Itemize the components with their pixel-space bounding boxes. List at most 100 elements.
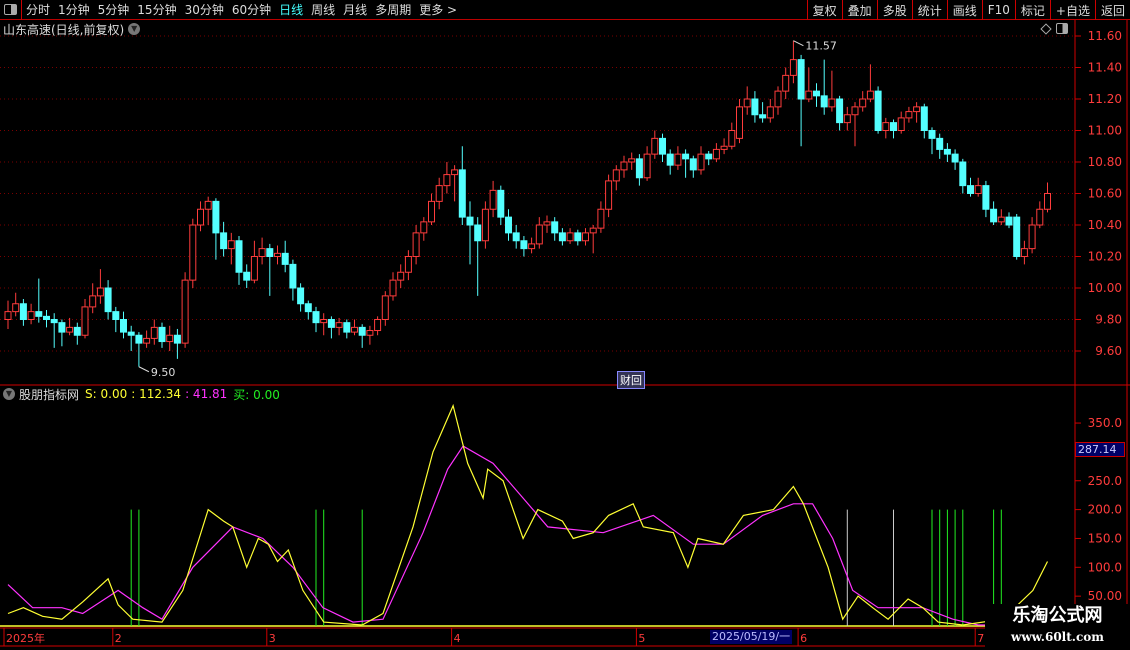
price-tick-label: 10.60 xyxy=(1088,187,1122,201)
period-tab[interactable]: 多周期 xyxy=(375,3,412,17)
candle xyxy=(558,228,566,246)
candle-body xyxy=(235,240,243,273)
panel-toggle-icon[interactable] xyxy=(1056,23,1068,34)
price-tick-label: 10.80 xyxy=(1088,155,1122,169)
candle-body xyxy=(512,232,520,242)
period-tab[interactable]: 分时 xyxy=(26,3,51,17)
candle-body xyxy=(4,311,12,320)
tool-button[interactable]: 标记 xyxy=(1014,0,1050,20)
candle xyxy=(150,319,158,345)
candle xyxy=(389,272,397,301)
candle xyxy=(258,237,266,265)
candle-body xyxy=(50,319,58,324)
candle xyxy=(181,272,189,348)
candle xyxy=(782,67,790,99)
candle xyxy=(866,64,874,103)
period-tab[interactable]: 5分钟 xyxy=(97,3,130,17)
candle-body xyxy=(474,224,482,242)
tool-buttons: 复权 叠加 多股 统计 画线 F10 标记 +自选 返回 xyxy=(806,0,1130,20)
candle xyxy=(458,146,466,225)
candle-body xyxy=(897,117,905,132)
candle-body xyxy=(489,189,497,210)
candle-body xyxy=(58,322,66,333)
candle-body xyxy=(820,95,828,108)
period-tab[interactable]: 月线 xyxy=(343,3,368,17)
tool-button[interactable]: 复权 xyxy=(806,0,842,20)
candle-body xyxy=(250,256,258,281)
cursor-value-label: 287.14 xyxy=(1075,442,1125,457)
diamond-icon[interactable] xyxy=(1040,22,1052,35)
candle-body xyxy=(1036,208,1044,226)
candle-body xyxy=(851,106,859,116)
tool-button[interactable]: F10 xyxy=(981,0,1015,20)
candle-body xyxy=(682,153,690,160)
period-tab[interactable]: 更多 > xyxy=(419,3,458,17)
candle xyxy=(335,317,343,336)
candle xyxy=(320,313,328,336)
candle-body xyxy=(73,326,81,336)
candle xyxy=(351,319,358,336)
tool-button[interactable]: 返回 xyxy=(1094,0,1130,20)
period-tab[interactable]: 日线 xyxy=(279,3,304,17)
candle xyxy=(643,146,651,181)
layout-toggle-button[interactable] xyxy=(0,0,22,20)
candle xyxy=(143,330,151,348)
candle xyxy=(666,149,674,175)
candle xyxy=(836,95,844,131)
candle xyxy=(189,218,197,288)
tool-button[interactable]: 画线 xyxy=(946,0,982,20)
tool-button[interactable]: 统计 xyxy=(911,0,947,20)
period-tab[interactable]: 1分钟 xyxy=(58,3,90,17)
candle-body xyxy=(1044,193,1051,210)
candle xyxy=(343,319,351,339)
candle xyxy=(751,91,759,123)
candle xyxy=(466,201,474,265)
candle-body xyxy=(351,326,358,333)
indicator-value-2: : 41.81 xyxy=(185,387,228,401)
candle xyxy=(728,122,736,150)
candle xyxy=(582,228,589,246)
candle xyxy=(374,316,382,336)
candle-body xyxy=(374,319,382,332)
candle-body xyxy=(959,161,967,187)
tool-button[interactable]: 多股 xyxy=(876,0,912,20)
candle xyxy=(66,317,74,336)
indicator-tick-label: 200.0 xyxy=(1088,503,1122,517)
candle-body xyxy=(628,158,636,163)
candle-body xyxy=(220,232,228,250)
tool-button[interactable]: 叠加 xyxy=(841,0,877,20)
candle xyxy=(1036,201,1044,229)
chevron-down-icon[interactable]: ▼ xyxy=(128,23,141,35)
price-tick-label: 11.40 xyxy=(1088,61,1122,75)
candle xyxy=(304,300,312,320)
candle xyxy=(497,185,505,225)
candle xyxy=(58,319,66,347)
tool-button[interactable]: +自选 xyxy=(1049,0,1095,20)
candle-body xyxy=(12,303,20,313)
chevron-down-icon[interactable]: ▼ xyxy=(3,388,15,400)
period-tab[interactable]: 30分钟 xyxy=(184,3,224,17)
candle xyxy=(813,83,820,107)
candle-body xyxy=(451,169,459,176)
candle xyxy=(135,332,143,367)
candle xyxy=(890,119,897,139)
candle-body xyxy=(712,148,720,160)
price-tick-label: 10.40 xyxy=(1088,218,1122,232)
candle-body xyxy=(612,169,620,182)
candle xyxy=(651,130,659,159)
period-tab[interactable]: 周线 xyxy=(311,3,336,17)
finance-report-marker[interactable]: 财回 xyxy=(617,371,645,389)
candle xyxy=(851,102,859,147)
min-price-pointer xyxy=(138,366,150,373)
period-tab[interactable]: 15分钟 xyxy=(137,3,177,17)
candle xyxy=(435,177,443,210)
candle-body xyxy=(66,326,74,333)
candle xyxy=(1044,182,1051,213)
candle-body xyxy=(189,224,197,281)
period-tab[interactable]: 60分钟 xyxy=(231,3,272,17)
candle-body xyxy=(120,319,127,333)
candle xyxy=(358,324,366,348)
max-price-pointer xyxy=(793,40,804,47)
candle-body xyxy=(258,248,266,257)
